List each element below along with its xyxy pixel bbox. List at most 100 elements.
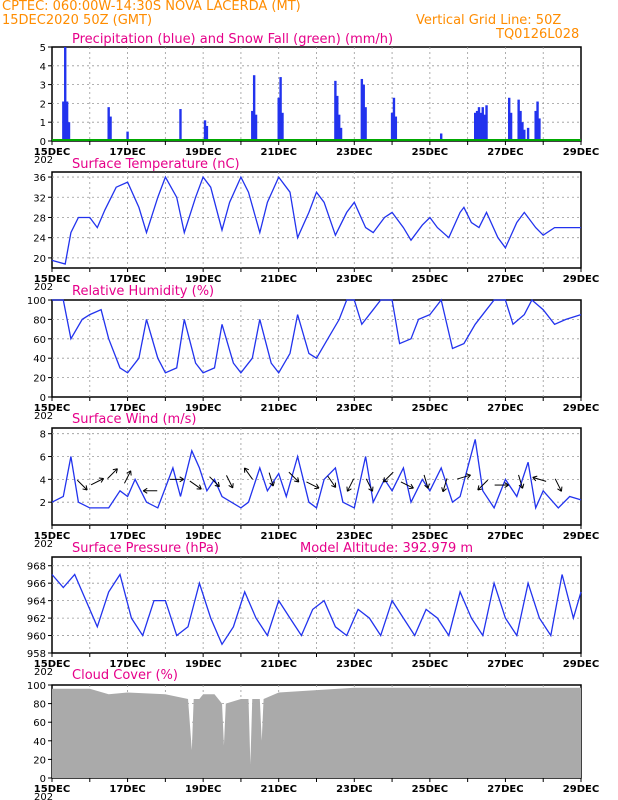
precip-bar [538, 118, 541, 141]
precip-bar [281, 112, 284, 141]
precip-bar [107, 107, 110, 141]
wind-arrow-head [382, 477, 389, 483]
precip-bar [277, 97, 280, 141]
wind-arrow [90, 478, 104, 486]
x-tick-label: 15DEC [34, 147, 70, 158]
wind-arrow-head [142, 487, 148, 494]
wind-arrow-head [314, 483, 320, 490]
y-tick-label: 20 [33, 254, 46, 265]
series-line [51, 175, 581, 265]
wind-arrow [306, 481, 320, 489]
y-tick-label: 100 [27, 681, 46, 692]
precip-bar [483, 114, 486, 141]
y-tick-label: 60 [33, 718, 46, 729]
wind-arrow [244, 467, 253, 480]
x-tick-label: 29DEC [563, 147, 599, 158]
x-tick-label: 15DEC [34, 659, 70, 670]
wind-arrow-head [408, 483, 414, 490]
y-tick-label: 28 [33, 213, 46, 224]
y-tick-label: 2 [40, 498, 46, 509]
header-date: 15DEC2020 50Z (GMT) [2, 13, 153, 28]
wind-arrow [518, 474, 524, 489]
wind-arrow [107, 468, 118, 479]
y-tick-label: 0 [40, 393, 46, 404]
wind-arrow [423, 474, 429, 489]
precip-bar [523, 129, 526, 141]
x-year-stub: 202 [34, 411, 53, 422]
panel-title: Cloud Cover (%) [72, 668, 178, 683]
y-tick-label: 960 [27, 632, 46, 643]
y-tick-label: 968 [27, 562, 46, 573]
panel-title: Relative Humidity (%) [72, 284, 214, 299]
y-tick-label: 958 [27, 649, 46, 660]
precip-bar [252, 75, 256, 141]
precip-bar [67, 122, 71, 141]
x-tick-label: 23DEC [336, 784, 372, 795]
wind-arrow-head [112, 468, 118, 474]
x-year-stub: 202 [34, 792, 53, 800]
series-line [52, 298, 582, 374]
x-tick-label: 23DEC [336, 531, 372, 542]
precip-bar [64, 47, 67, 141]
wind-arrow [76, 479, 88, 491]
wind-arrow [382, 471, 394, 483]
wind-arrow [189, 480, 202, 490]
y-tick-label: 8 [40, 430, 46, 441]
precip-bar [394, 116, 398, 141]
precip-bar [481, 107, 484, 141]
x-tick-label: 19DEC [185, 274, 221, 285]
x-year-stub: 202 [34, 667, 53, 678]
wind-arrow [123, 470, 132, 484]
panel-title: Surface Wind (m/s) [72, 412, 196, 427]
x-tick-label: 15DEC [34, 531, 70, 542]
wind-arrow-head [196, 484, 202, 490]
precip-bar [526, 127, 530, 141]
precip-bar [179, 109, 182, 141]
precip-bar [534, 110, 537, 141]
x-tick-label: 17DEC [109, 147, 145, 158]
y-tick-label: 20 [33, 374, 46, 385]
wind-arrow [477, 479, 489, 491]
x-tick-label: 25DEC [412, 531, 448, 542]
x-tick-label: 25DEC [412, 403, 448, 414]
y-tick-label: 40 [33, 737, 46, 748]
precip-bar [334, 80, 337, 141]
x-year-stub: 202 [34, 539, 53, 550]
x-tick-label: 27DEC [487, 403, 523, 414]
wind-arrow [442, 478, 448, 492]
x-tick-label: 21DEC [261, 784, 297, 795]
x-tick-label: 21DEC [261, 403, 297, 414]
precip-bar [336, 95, 339, 141]
x-tick-label: 15DEC [34, 274, 70, 285]
precip-bar [474, 112, 477, 141]
precip-bar [521, 122, 524, 141]
panel-title: Surface Pressure (hPa) [72, 541, 219, 556]
x-tick-label: 17DEC [109, 274, 145, 285]
x-tick-label: 19DEC [185, 147, 221, 158]
y-tick-label: 60 [33, 335, 46, 346]
precip-bar [392, 97, 396, 141]
x-tick-label: 25DEC [412, 784, 448, 795]
x-tick-label: 23DEC [336, 147, 372, 158]
wind-arrow-head [228, 483, 234, 489]
wind-arrow-head [214, 481, 220, 488]
wind-arrow [327, 475, 337, 488]
x-tick-label: 15DEC [34, 784, 70, 795]
series-line [51, 572, 582, 646]
x-tick-label: 21DEC [261, 147, 297, 158]
wind-arrow-head [441, 487, 447, 493]
header-grid-note: Vertical Grid Line: 50Z [416, 13, 562, 28]
y-tick-label: 6 [40, 453, 46, 464]
wind-arrow-head [557, 486, 563, 492]
precip-bar [479, 112, 483, 141]
precip-bar [279, 77, 282, 141]
panel-title: Precipitation (blue) and Snow Fall (gree… [72, 32, 393, 47]
x-tick-label: 17DEC [109, 531, 145, 542]
x-tick-label: 29DEC [563, 403, 599, 414]
x-tick-label: 19DEC [185, 784, 221, 795]
wind-arrow-head [243, 467, 249, 473]
wind-arrow-head [518, 483, 525, 489]
y-tick-label: 962 [27, 614, 46, 625]
precip-bar [364, 107, 367, 141]
